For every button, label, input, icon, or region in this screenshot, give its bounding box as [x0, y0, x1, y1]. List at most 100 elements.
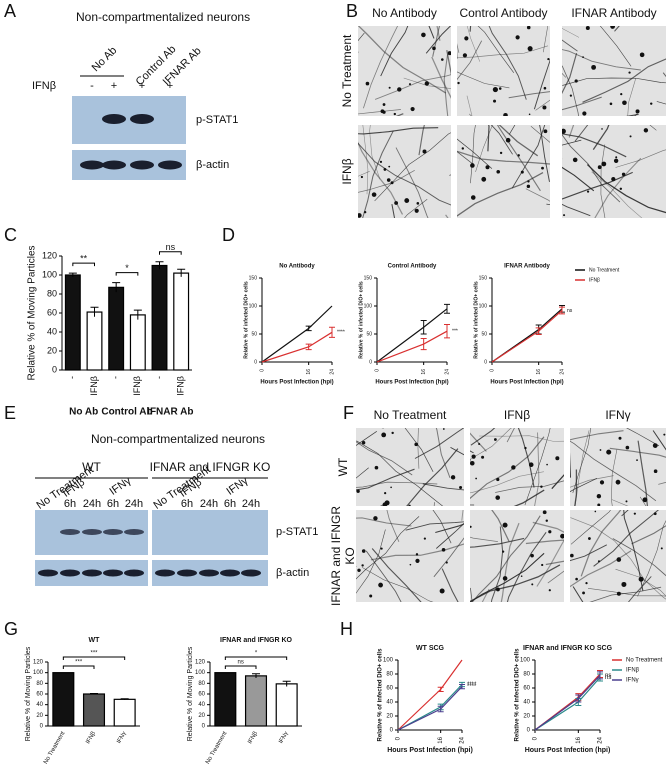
- particle: [361, 549, 366, 553]
- particle: [410, 106, 415, 112]
- particle: [415, 558, 420, 563]
- time-label: 24h: [125, 498, 143, 510]
- particle: [360, 175, 364, 179]
- y-tick-label: 100: [195, 670, 206, 676]
- particle: [414, 208, 419, 213]
- x-tick-label: -: [111, 376, 121, 379]
- neurite: [533, 57, 550, 110]
- neurite: [470, 536, 498, 542]
- blot: [152, 510, 268, 555]
- bar: [64, 274, 81, 371]
- neurite: [562, 65, 579, 116]
- particle: [530, 553, 534, 558]
- particle: [548, 530, 552, 534]
- group-label: WT: [82, 460, 101, 474]
- neurite: [457, 138, 493, 169]
- neurite: [414, 428, 464, 459]
- significance-label: ns: [166, 242, 176, 252]
- particle: [616, 591, 621, 596]
- neurite: [570, 440, 657, 502]
- x-tick-label: 0: [533, 736, 539, 740]
- particle: [450, 475, 456, 480]
- particle: [543, 129, 548, 134]
- particle: [493, 438, 497, 441]
- neurite: [403, 77, 451, 89]
- significance-bracket: [62, 656, 126, 660]
- neurite: [418, 125, 425, 156]
- group-label: No Ab: [69, 407, 98, 418]
- particle: [541, 563, 544, 567]
- particle: [502, 522, 508, 528]
- neurite: [586, 164, 666, 214]
- neurite: [470, 428, 512, 460]
- y-tick-label: 80: [47, 288, 57, 298]
- legend-label: IFNβ: [626, 668, 640, 674]
- particle: [422, 149, 427, 154]
- particle: [613, 158, 619, 163]
- neurite: [491, 510, 510, 542]
- x-tick-label: 16: [536, 369, 542, 375]
- significance-label: ***: [452, 329, 458, 335]
- band: [130, 160, 154, 170]
- y-tick-label: 50: [251, 331, 257, 337]
- neurite: [498, 125, 539, 157]
- particle: [653, 469, 658, 473]
- band: [130, 114, 154, 124]
- particle: [545, 519, 548, 522]
- particle: [526, 184, 531, 189]
- x-tick-label: 24: [460, 736, 466, 743]
- y-tick-label: 100: [479, 303, 488, 309]
- particle: [562, 128, 566, 134]
- neurite: [580, 510, 622, 577]
- particle: [390, 181, 394, 185]
- row-label: No Treatment: [340, 34, 354, 107]
- micrograph: [358, 26, 451, 116]
- y-tick-label: 80: [386, 672, 393, 678]
- neurite: [627, 78, 637, 116]
- neurite: [637, 520, 666, 597]
- x-tick-label: 24: [598, 736, 604, 743]
- error-bar: [90, 306, 99, 317]
- series-line: [534, 673, 601, 731]
- particle: [441, 547, 446, 552]
- blot-title: Non-compartmentalized neurons: [76, 10, 250, 24]
- particle: [653, 512, 657, 516]
- legend-label: IFNγ: [626, 678, 639, 684]
- particle: [394, 201, 399, 205]
- treatment-sign: +: [139, 80, 145, 92]
- band: [241, 569, 261, 577]
- y-tick-label: 60: [47, 307, 57, 317]
- particle: [597, 165, 602, 170]
- y-tick-label: 40: [386, 700, 393, 706]
- significance-label: ns: [237, 660, 243, 666]
- particle: [383, 168, 387, 171]
- treatment-sign: -: [90, 80, 94, 92]
- y-tick-label: 0: [40, 724, 44, 730]
- particle: [531, 583, 534, 586]
- particle: [520, 170, 524, 174]
- error-bar: [420, 337, 427, 351]
- neurite: [362, 125, 369, 195]
- particle: [404, 198, 410, 203]
- x-axis-label: Hours Post Infection (hpi): [260, 380, 333, 386]
- neurite: [432, 26, 441, 57]
- error-bar: [305, 325, 312, 332]
- neurite: [470, 471, 544, 494]
- particle: [548, 589, 551, 592]
- neurite: [431, 56, 451, 99]
- time-label: 24h: [200, 498, 218, 510]
- neurite: [361, 567, 434, 602]
- particle: [470, 163, 475, 168]
- y-tick-label: 120: [195, 660, 206, 666]
- neurite: [422, 483, 464, 491]
- particle: [492, 86, 498, 93]
- micrograph-bg: [356, 428, 464, 506]
- band: [82, 569, 102, 577]
- particle: [356, 489, 360, 493]
- blot-label: β-actin: [276, 567, 309, 579]
- neurite: [593, 510, 660, 567]
- y-tick-label: 20: [47, 345, 57, 355]
- x-tick-label: 0: [396, 736, 402, 740]
- panel-letter: B: [346, 1, 358, 21]
- neurite: [365, 550, 402, 602]
